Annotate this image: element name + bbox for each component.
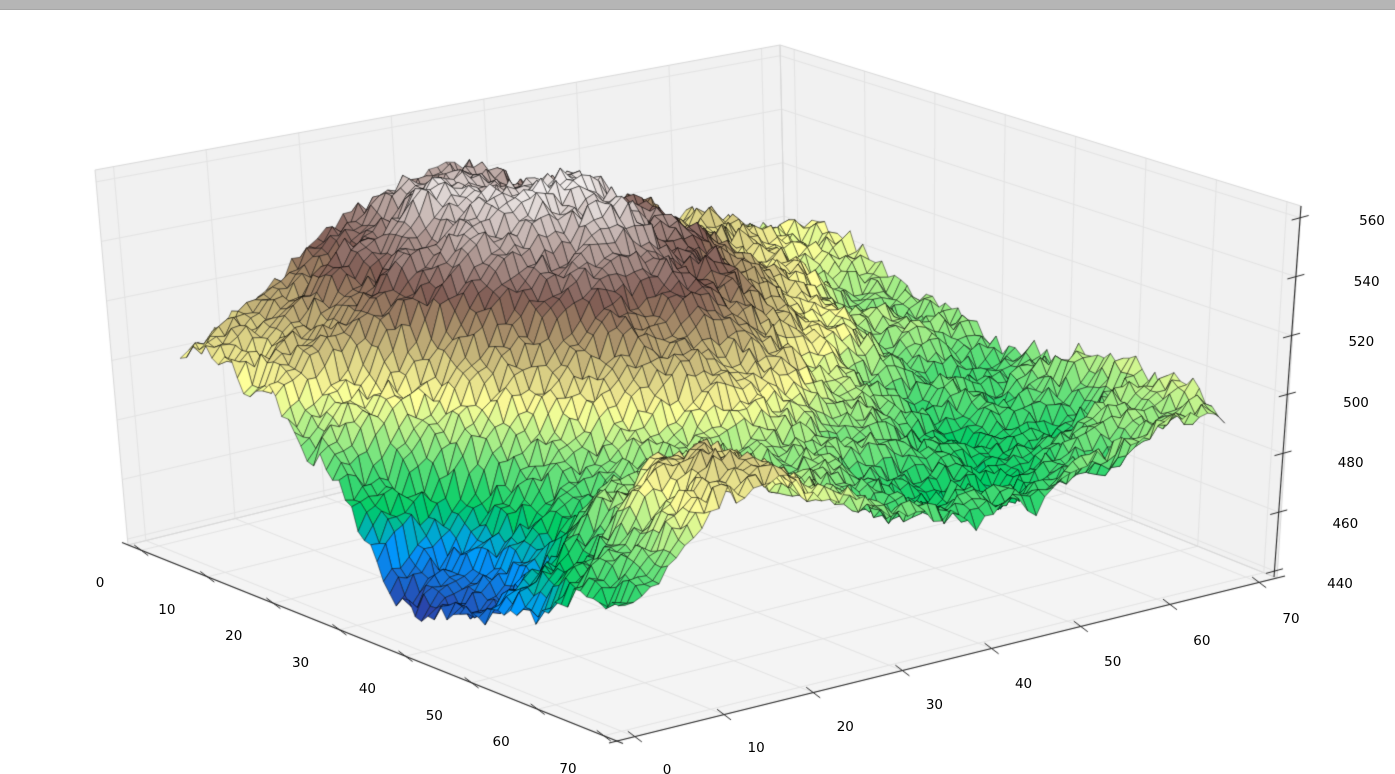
window-titlebar [0, 0, 1395, 10]
